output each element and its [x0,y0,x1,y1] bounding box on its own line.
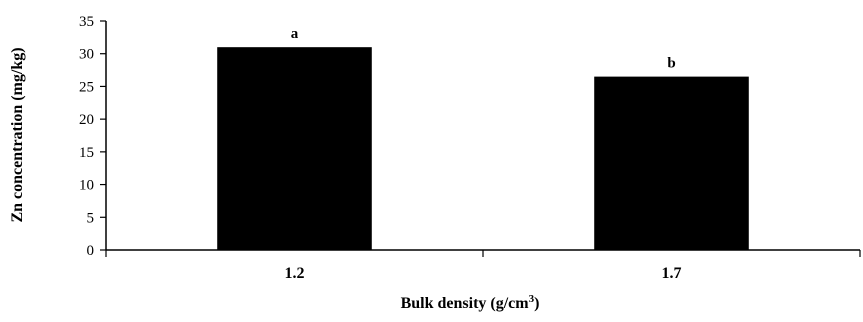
y-tick-label: 15 [79,145,94,161]
bar [217,47,372,250]
y-tick-label: 10 [79,178,94,194]
x-tick-label: 1.7 [662,265,682,282]
bar-data-label: b [667,56,675,72]
bar-data-label: a [291,26,299,42]
x-tick-label: 1.2 [285,265,305,282]
y-tick-label: 35 [79,14,94,30]
bar [594,76,749,250]
y-tick-label: 0 [87,243,95,259]
y-tick-label: 30 [79,47,94,63]
x-axis-title-main: Bulk density (g/cm [401,295,530,312]
x-axis: 1.2 1.7 [105,249,861,282]
bars: ab [217,26,749,250]
y-axis-title: Zn concentration (mg/kg) [9,47,26,222]
y-axis: 0 5 10 15 20 25 30 35 [79,14,107,259]
x-axis-title: Bulk density (g/cm3) [401,293,540,312]
y-tick-label: 5 [87,210,95,226]
y-tick-label: 25 [79,79,94,95]
x-axis-title-superscript: 3 [529,293,535,305]
y-tick-label: 20 [79,112,94,128]
x-axis-title-end: ) [534,295,539,312]
